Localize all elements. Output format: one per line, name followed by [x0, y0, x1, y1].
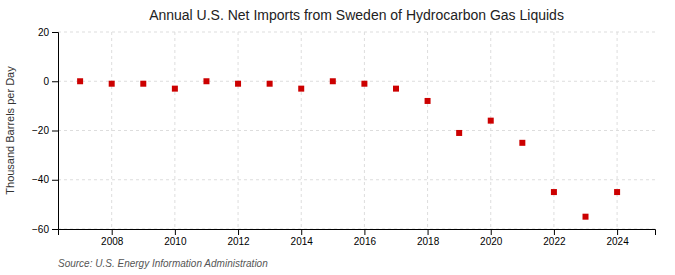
point	[77, 78, 83, 84]
grid-line	[111, 32, 112, 229]
grid-line	[301, 32, 302, 229]
grid-line	[553, 32, 554, 229]
x-tick-mark	[364, 229, 365, 235]
x-tick: 2022	[543, 229, 566, 247]
grid-line	[238, 32, 239, 229]
x-axis-line	[59, 230, 656, 236]
grid-line	[617, 32, 618, 229]
grid-line	[174, 32, 175, 229]
x-tick-label: 2024	[606, 236, 629, 247]
point	[583, 214, 589, 220]
point	[551, 189, 557, 195]
y-axis: −60 −40 −20 0 20	[32, 27, 58, 235]
x-tick: 2024	[606, 229, 629, 247]
y-tick-label: −20	[32, 125, 49, 136]
x-tick-label: 2022	[543, 236, 566, 247]
x-tick-label: 2020	[480, 236, 503, 247]
x-tick-label: 2014	[291, 236, 314, 247]
x-tick-label: 2008	[101, 236, 124, 247]
x-tick: 2018	[417, 229, 440, 247]
grid-line	[427, 32, 428, 229]
point	[330, 78, 336, 84]
point	[235, 81, 241, 87]
point	[140, 81, 146, 87]
y-tick-mark	[52, 32, 58, 33]
point	[488, 118, 494, 124]
grid-line	[58, 130, 655, 131]
point	[519, 140, 525, 146]
y-axis-title: Thousand Barrels per Day	[4, 66, 16, 195]
source: Source: U.S. Energy Information Administ…	[58, 258, 268, 269]
y-tick-label: 20	[38, 27, 50, 38]
x-tick-label: 2018	[417, 236, 440, 247]
y-tick-label: −40	[32, 174, 49, 185]
y-tick: −20	[32, 125, 58, 136]
x-axis: 2008 2010 2012 2014 2016 2018 2020 2022 2024	[59, 229, 656, 247]
grid-line	[58, 32, 655, 33]
point	[361, 81, 367, 87]
y-tick: −60	[32, 224, 58, 235]
x-tick-mark	[554, 229, 555, 235]
grid-line	[490, 32, 491, 229]
points	[77, 78, 620, 219]
plot: 200820102012201420162018202020222024−60−…	[32, 27, 655, 247]
x-tick: 2010	[164, 229, 187, 247]
point	[172, 86, 178, 92]
point	[267, 81, 273, 87]
y-tick: 20	[38, 27, 58, 38]
grid	[58, 32, 655, 229]
point	[614, 189, 620, 195]
x-tick-label: 2012	[227, 236, 250, 247]
y-axis-line	[52, 33, 59, 230]
y-tick-label: 0	[43, 76, 49, 87]
x-tick-mark	[112, 229, 113, 235]
x-tick-mark	[491, 229, 492, 235]
chart: 200820102012201420162018202020222024−60−…	[0, 0, 675, 275]
x-tick-mark	[238, 229, 239, 235]
x-tick: 2020	[480, 229, 503, 247]
x-tick: 2014	[291, 229, 314, 247]
x-tick: 2008	[101, 229, 124, 247]
point	[109, 81, 115, 87]
x-tick-label: 2016	[354, 236, 377, 247]
x-tick-mark	[301, 229, 302, 235]
y-tick-label: −60	[32, 224, 49, 235]
point	[393, 86, 399, 92]
y-tick-mark	[52, 229, 58, 230]
grid-line	[58, 81, 655, 82]
x-tick-label: 2010	[164, 236, 187, 247]
point	[456, 130, 462, 136]
x-tick-mark	[617, 229, 618, 235]
x-tick-mark	[428, 229, 429, 235]
grid-line	[58, 179, 655, 180]
x-tick: 2016	[354, 229, 377, 247]
y-tick: −40	[32, 174, 58, 185]
point	[425, 98, 431, 104]
x-tick: 2012	[227, 229, 250, 247]
y-tick-mark	[52, 81, 58, 82]
y-tick-mark	[52, 131, 58, 132]
point	[298, 86, 304, 92]
grid-line	[364, 32, 365, 229]
x-tick-mark	[175, 229, 176, 235]
point	[203, 78, 209, 84]
y-tick-mark	[52, 180, 58, 181]
title: Annual U.S. Net Imports from Sweden of H…	[149, 7, 564, 23]
y-tick: 0	[43, 76, 58, 87]
